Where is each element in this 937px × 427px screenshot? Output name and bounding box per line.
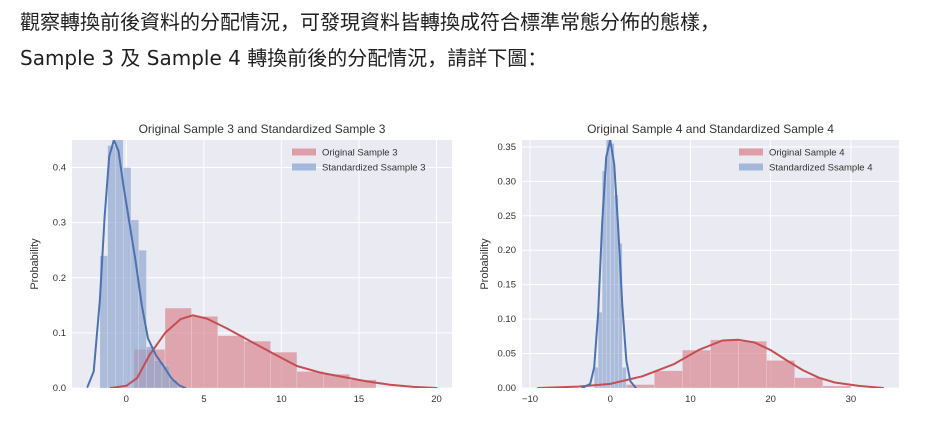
red-histogram-bar bbox=[191, 316, 219, 388]
legend-label: Standardized Ssample 3 bbox=[322, 163, 426, 174]
y-tick-label: 0.20 bbox=[498, 245, 517, 256]
blue-histogram-bar bbox=[597, 311, 603, 388]
y-axis-label: Probability bbox=[29, 238, 41, 290]
red-kde-line bbox=[109, 314, 438, 388]
y-tick-label: 0.1 bbox=[53, 328, 66, 339]
red-histogram-bar bbox=[626, 384, 655, 388]
legend-label: Standardized Ssample 4 bbox=[769, 163, 873, 174]
x-tick-label: 0 bbox=[608, 394, 613, 405]
x-tick-label: 10 bbox=[276, 394, 287, 405]
blue-kde-line bbox=[581, 140, 637, 388]
red-histogram-bar bbox=[794, 377, 824, 388]
blue-histogram-bar bbox=[107, 145, 116, 388]
y-tick-label: 0.15 bbox=[498, 280, 517, 291]
blue-histogram-bar bbox=[122, 167, 132, 388]
blue-histogram-bar bbox=[138, 249, 147, 388]
x-tick-label: 30 bbox=[846, 394, 857, 405]
blue-histogram-bar bbox=[609, 143, 615, 388]
y-tick-label: 0.0 bbox=[53, 383, 66, 394]
paragraph-line-1: 觀察轉換前後資料的分配情況，可發現資料皆轉換成符合標準常態分佈的態樣， bbox=[20, 10, 720, 34]
blue-histogram-bar bbox=[622, 367, 627, 388]
red-histogram-bar bbox=[654, 370, 683, 388]
y-tick-label: 0.25 bbox=[498, 211, 517, 222]
red-histogram-bar bbox=[296, 371, 324, 388]
legend-label: Original Sample 3 bbox=[322, 148, 398, 159]
blue-kde-line bbox=[86, 140, 187, 388]
paragraph-line-2: Sample 3 及 Sample 4 轉換前後的分配情況，請詳下圖： bbox=[20, 46, 548, 70]
y-tick-label: 0.05 bbox=[498, 349, 517, 360]
red-histogram-bar bbox=[738, 340, 767, 388]
x-tick-label: 20 bbox=[431, 394, 442, 405]
x-tick-label: 10 bbox=[685, 394, 696, 405]
y-tick-label: 0.00 bbox=[498, 383, 517, 394]
chart-sample-4: Original Sample 4 and Standardized Sampl… bbox=[479, 122, 899, 405]
x-tick-label: 15 bbox=[354, 394, 365, 405]
legend-swatch bbox=[292, 163, 316, 171]
legend-swatch bbox=[292, 148, 316, 156]
x-tick-label: 0 bbox=[124, 394, 129, 405]
red-histogram-bar bbox=[710, 339, 739, 388]
red-kde-line bbox=[537, 338, 884, 388]
red-histogram-bar bbox=[243, 340, 271, 388]
red-histogram-bar bbox=[822, 385, 852, 388]
blue-histogram-bar bbox=[153, 360, 163, 388]
y-tick-label: 0.4 bbox=[53, 163, 66, 174]
legend-label: Original Sample 4 bbox=[769, 148, 845, 159]
blue-histogram-bar bbox=[605, 140, 611, 388]
chart-title: Original Sample 4 and Standardized Sampl… bbox=[587, 122, 834, 136]
legend-swatch bbox=[739, 163, 763, 171]
x-tick-label: −10 bbox=[522, 394, 538, 405]
red-histogram-bar bbox=[270, 351, 298, 388]
y-tick-label: 0.3 bbox=[53, 218, 66, 229]
y-axis-label: Probability bbox=[479, 238, 491, 290]
x-tick-label: 5 bbox=[201, 394, 206, 405]
y-tick-label: 0.35 bbox=[498, 142, 517, 153]
y-tick-label: 0.30 bbox=[498, 176, 517, 187]
chart-title: Original Sample 3 and Standardized Sampl… bbox=[139, 122, 386, 136]
legend-swatch bbox=[739, 148, 763, 156]
red-histogram-bar bbox=[766, 360, 795, 388]
y-tick-label: 0.2 bbox=[53, 273, 66, 284]
y-tick-label: 0.10 bbox=[498, 314, 517, 325]
chart-sample-3: Original Sample 3 and Standardized Sampl… bbox=[29, 122, 452, 405]
x-tick-label: 20 bbox=[765, 394, 776, 405]
red-histogram-bar bbox=[217, 335, 245, 388]
